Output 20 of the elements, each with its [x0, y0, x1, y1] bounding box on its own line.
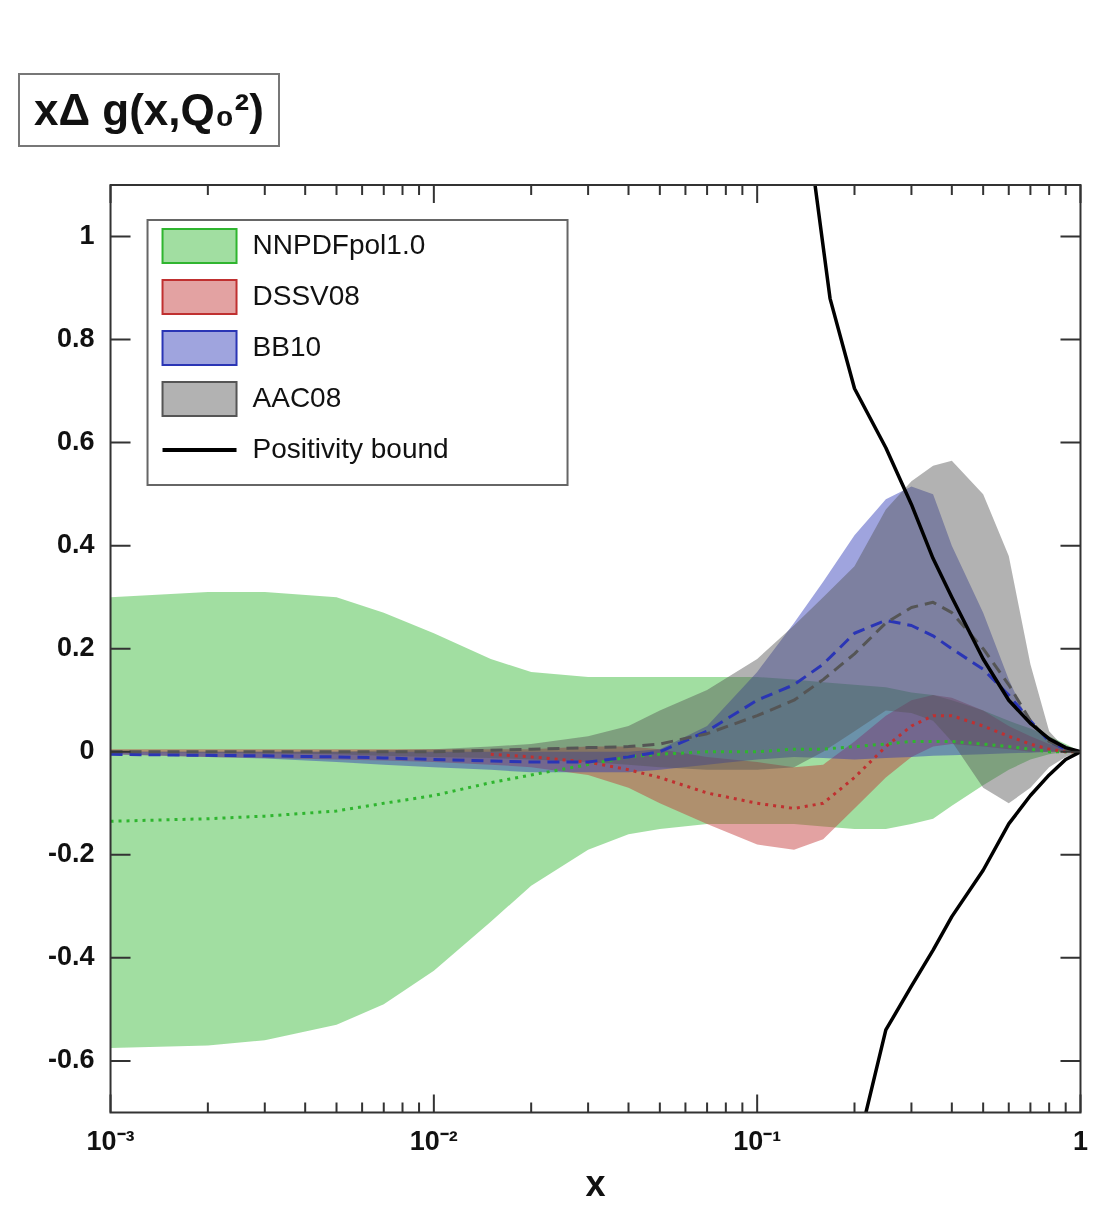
y-tick-label: 0 — [79, 735, 95, 766]
legend-label: DSSV08 — [252, 279, 360, 311]
y-tick-label: 0.6 — [56, 426, 95, 457]
x-tick-label: 10⁻² — [409, 1126, 458, 1157]
y-tick-label: 1 — [79, 219, 95, 250]
legend-label: Positivity bound — [252, 432, 449, 464]
x-tick-label: 10⁻³ — [86, 1126, 135, 1157]
y-tick-label: -0.6 — [47, 1044, 95, 1075]
chart-title: xΔ g(x,Q₀²) — [18, 73, 280, 147]
x-tick-label: 10⁻¹ — [733, 1126, 782, 1157]
y-tick-label: 0.4 — [56, 529, 95, 560]
x-axis-title: x — [585, 1163, 606, 1205]
y-tick-label: -0.4 — [47, 941, 95, 972]
y-tick-label: 0.8 — [56, 323, 95, 354]
legend-label: AAC08 — [252, 381, 342, 413]
legend-label: BB10 — [252, 330, 322, 362]
legend-label: NNPDFpol1.0 — [252, 228, 426, 260]
x-tick-label: 1 — [1072, 1126, 1089, 1157]
y-tick-label: -0.2 — [47, 838, 95, 869]
y-tick-label: 0.2 — [56, 632, 95, 663]
